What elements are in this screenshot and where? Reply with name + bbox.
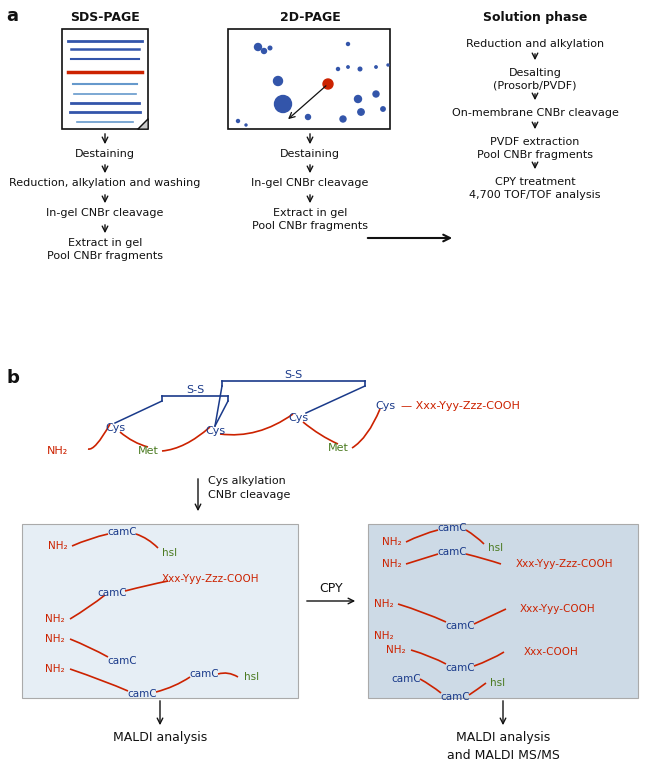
Text: Destaining: Destaining: [75, 149, 135, 159]
Text: In-gel CNBr cleavage: In-gel CNBr cleavage: [46, 208, 164, 218]
Text: camC: camC: [107, 527, 136, 537]
Text: NH₂: NH₂: [46, 664, 65, 674]
Text: Cys: Cys: [205, 426, 225, 436]
Circle shape: [387, 64, 389, 66]
Circle shape: [373, 91, 379, 97]
Circle shape: [346, 43, 350, 46]
Text: b: b: [6, 369, 19, 387]
Text: Cys: Cys: [105, 423, 125, 433]
Bar: [22, 524, 298, 698]
Text: Reduction, alkylation and washing: Reduction, alkylation and washing: [9, 178, 201, 188]
Text: NH₂: NH₂: [382, 559, 402, 569]
Text: a: a: [6, 7, 18, 25]
Text: camC: camC: [437, 523, 467, 533]
Text: S-S: S-S: [285, 370, 303, 380]
Circle shape: [274, 77, 283, 86]
Text: camC: camC: [445, 621, 474, 631]
Text: — Xxx-Yyy-Zzz-COOH: — Xxx-Yyy-Zzz-COOH: [401, 401, 520, 411]
Text: camC: camC: [189, 669, 219, 679]
Circle shape: [340, 116, 346, 122]
Text: On-membrane CNBr cleavage: On-membrane CNBr cleavage: [452, 108, 618, 118]
Text: Extract in gel
Pool CNBr fragments: Extract in gel Pool CNBr fragments: [47, 238, 163, 261]
Text: Xxx-Yyy-COOH: Xxx-Yyy-COOH: [520, 604, 596, 614]
Text: Met: Met: [328, 443, 348, 453]
Text: NH₂: NH₂: [374, 599, 394, 609]
Text: MALDI analysis
and MALDI MS/MS: MALDI analysis and MALDI MS/MS: [447, 731, 560, 759]
Circle shape: [255, 43, 261, 51]
Text: Cys alkylation
CNBr cleavage: Cys alkylation CNBr cleavage: [208, 477, 291, 499]
Circle shape: [358, 68, 362, 71]
Circle shape: [337, 68, 339, 71]
Text: camC: camC: [445, 663, 474, 673]
Circle shape: [347, 66, 349, 68]
Text: Xxx-Yyy-Zzz-COOH: Xxx-Yyy-Zzz-COOH: [515, 559, 613, 569]
Text: Reduction and alkylation: Reduction and alkylation: [466, 39, 604, 49]
Text: S-S: S-S: [186, 385, 204, 395]
Circle shape: [354, 96, 361, 102]
Text: MALDI analysis: MALDI analysis: [113, 731, 207, 744]
Text: NH₂: NH₂: [47, 446, 68, 456]
Text: hsl: hsl: [488, 543, 504, 553]
Text: camC: camC: [437, 547, 467, 557]
Text: Cys: Cys: [288, 413, 308, 423]
Circle shape: [381, 107, 385, 112]
Text: Extract in gel
Pool CNBr fragments: Extract in gel Pool CNBr fragments: [252, 208, 368, 231]
Bar: [228, 29, 390, 129]
Text: hsl: hsl: [491, 678, 506, 688]
Bar: [368, 524, 638, 698]
Text: Destaining: Destaining: [280, 149, 340, 159]
Text: Met: Met: [138, 446, 159, 456]
Text: Xxx-COOH: Xxx-COOH: [524, 647, 578, 657]
Bar: [62, 29, 148, 129]
Text: Solution phase: Solution phase: [483, 11, 587, 24]
Circle shape: [245, 124, 247, 126]
Text: camC: camC: [127, 689, 157, 699]
Polygon shape: [138, 119, 148, 129]
Circle shape: [261, 49, 266, 53]
Circle shape: [274, 96, 291, 112]
Circle shape: [237, 119, 239, 122]
Text: hsl: hsl: [244, 672, 259, 682]
Text: In-gel CNBr cleavage: In-gel CNBr cleavage: [252, 178, 369, 188]
Text: camC: camC: [98, 588, 127, 598]
Text: Desalting
(Prosorb/PVDF): Desalting (Prosorb/PVDF): [493, 68, 577, 91]
Circle shape: [358, 109, 364, 115]
Text: camC: camC: [107, 656, 136, 666]
Text: NH₂: NH₂: [46, 614, 65, 624]
Circle shape: [306, 115, 311, 119]
Text: PVDF extraction
Pool CNBr fragments: PVDF extraction Pool CNBr fragments: [477, 137, 593, 160]
Circle shape: [323, 79, 333, 89]
Text: CPY treatment
4,700 TOF/TOF analysis: CPY treatment 4,700 TOF/TOF analysis: [469, 177, 601, 200]
Text: SDS-PAGE: SDS-PAGE: [70, 11, 140, 24]
Circle shape: [375, 66, 377, 68]
Text: CPY: CPY: [319, 582, 343, 595]
Text: NH₂: NH₂: [46, 634, 65, 644]
Text: camC: camC: [440, 692, 470, 702]
Circle shape: [268, 46, 272, 50]
Text: hsl: hsl: [162, 548, 177, 558]
Text: Xxx-Yyy-Zzz-COOH: Xxx-Yyy-Zzz-COOH: [161, 574, 259, 584]
Text: NH₂: NH₂: [374, 631, 394, 641]
Text: NH₂: NH₂: [386, 645, 406, 655]
Text: Cys: Cys: [375, 401, 395, 411]
Text: NH₂: NH₂: [382, 537, 402, 547]
Text: 2D-PAGE: 2D-PAGE: [280, 11, 341, 24]
Text: camC: camC: [391, 674, 421, 684]
Text: NH₂: NH₂: [48, 541, 68, 551]
